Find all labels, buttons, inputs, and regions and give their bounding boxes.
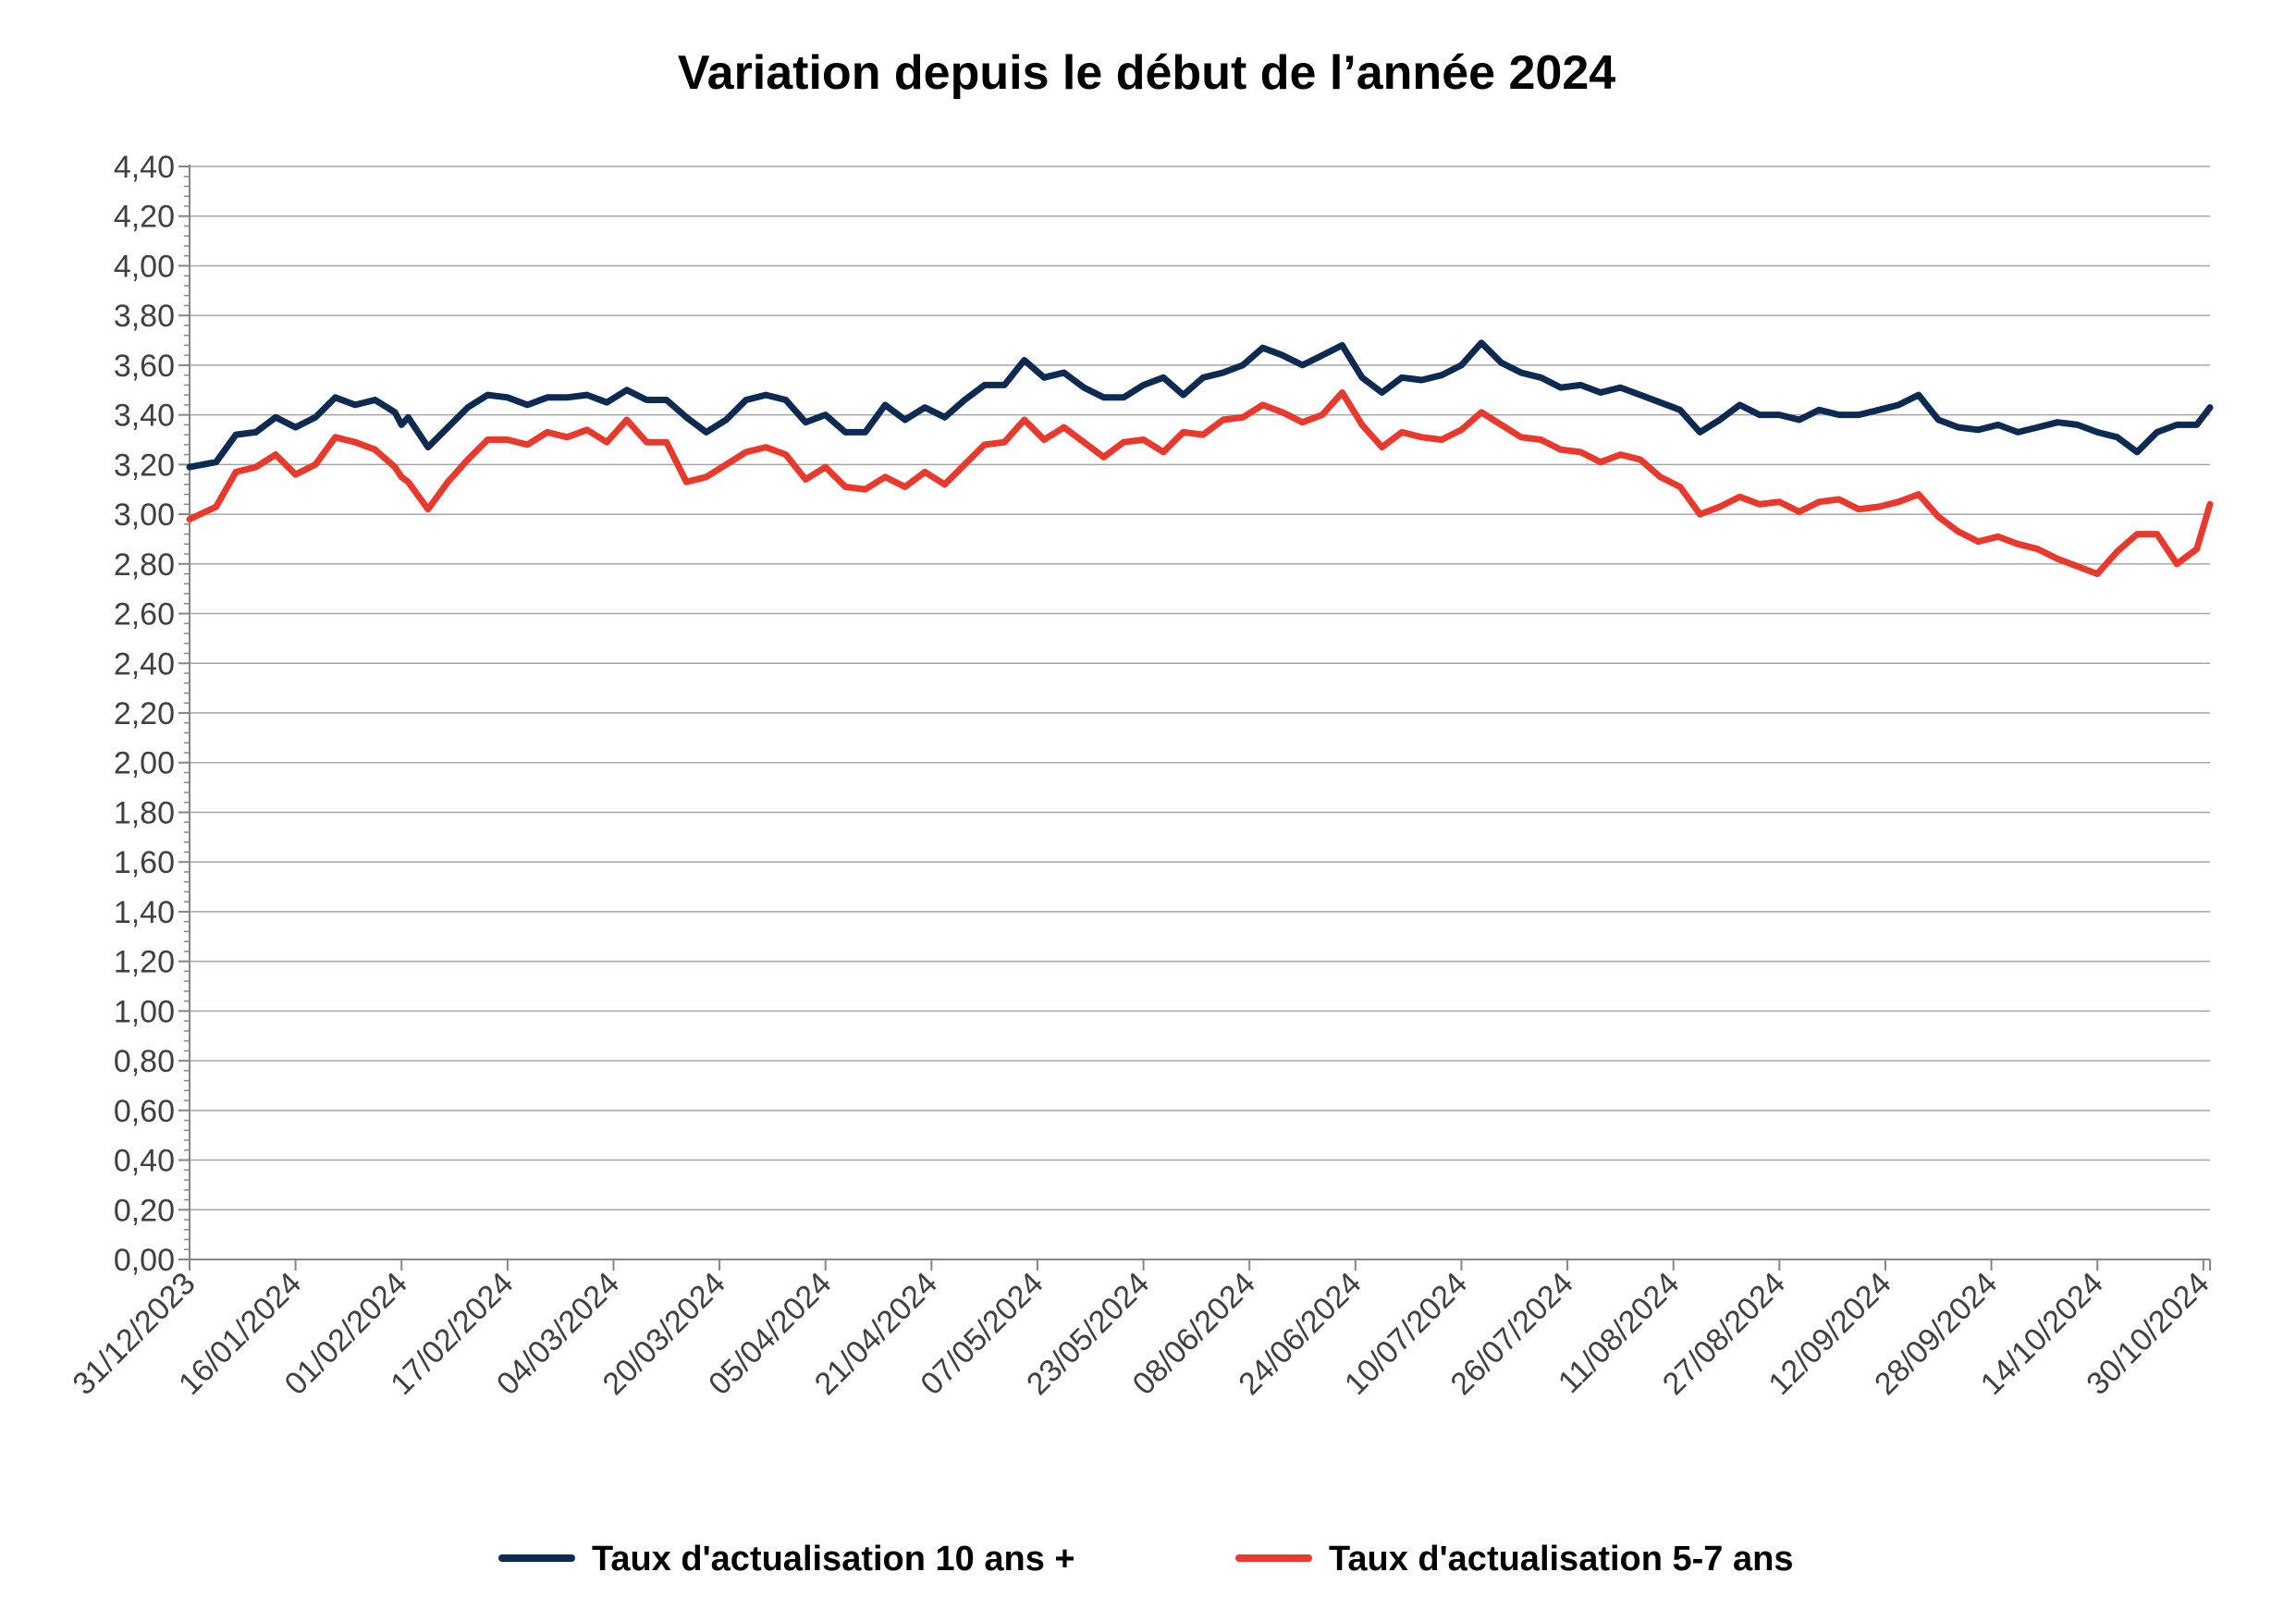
y-tick-label: 3,40	[114, 399, 175, 434]
y-tick-label: 4,20	[114, 200, 175, 235]
y-tick-label: 0,20	[114, 1193, 175, 1228]
legend-label-2: Taux d'actualisation 5-7 ans	[1329, 1540, 1793, 1578]
y-tick-label: 4,00	[114, 249, 175, 284]
y-tick-label: 3,00	[114, 497, 175, 533]
y-tick-label: 0,40	[114, 1144, 175, 1179]
y-tick-label: 4,40	[114, 150, 175, 185]
y-tick-label: 3,80	[114, 299, 175, 334]
y-tick-label: 1,40	[114, 895, 175, 930]
y-tick-label: 2,20	[114, 696, 175, 731]
series-line-2	[186, 389, 2214, 578]
y-tick-label: 0,80	[114, 1044, 175, 1079]
y-tick-label: 1,00	[114, 994, 175, 1029]
legend: Taux d'actualisation 10 ans + Taux d'actu…	[498, 1540, 1793, 1578]
series-lines	[186, 339, 2214, 578]
y-tick-label: 2,60	[114, 597, 175, 633]
y-tick-label: 2,80	[114, 547, 175, 583]
y-tick-label: 2,40	[114, 646, 175, 682]
gridlines	[190, 166, 2210, 1211]
y-tick-label: 2,00	[114, 746, 175, 781]
legend-label-1: Taux d'actualisation 10 ans +	[592, 1540, 1075, 1578]
chart-title: Variation depuis le début de l’année 202…	[678, 46, 1615, 100]
series-line-1	[186, 339, 2214, 471]
y-tick-label: 1,60	[114, 845, 175, 880]
y-tick-label: 0,00	[114, 1243, 175, 1278]
y-tick-label: 1,80	[114, 795, 175, 830]
y-tick-label: 1,20	[114, 945, 175, 980]
y-tick-label: 3,60	[114, 349, 175, 384]
y-tick-label: 0,60	[114, 1094, 175, 1129]
y-tick-label: 3,20	[114, 448, 175, 483]
